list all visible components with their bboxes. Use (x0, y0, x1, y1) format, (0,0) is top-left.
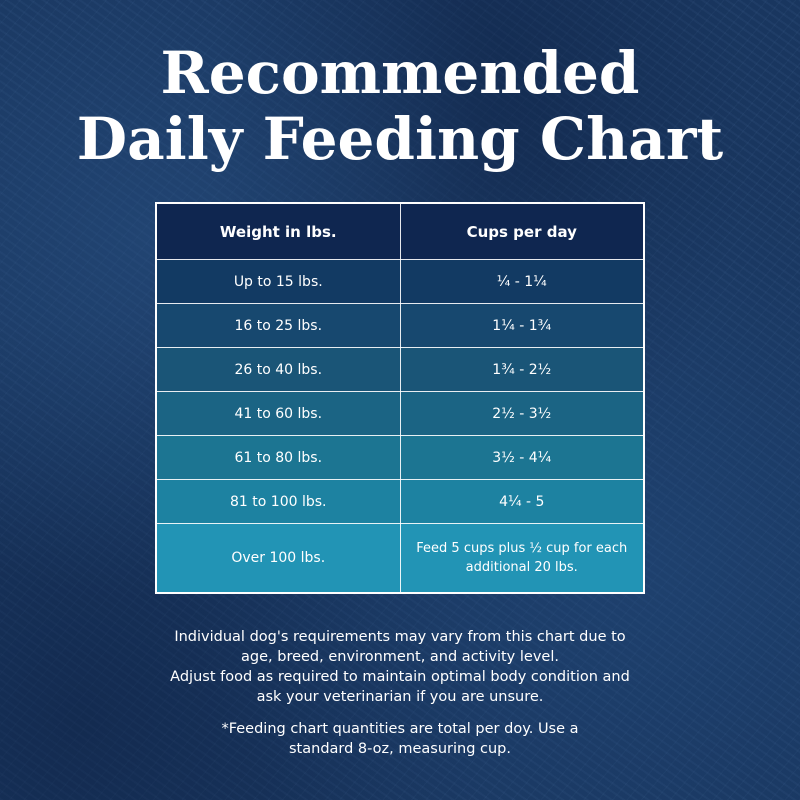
note-line: standard 8-oz, measuring cup. (289, 741, 511, 757)
weight-cell: Up to 15 lbs. (155, 259, 401, 304)
weight-cell: 26 to 40 lbs. (155, 347, 401, 392)
disclaimer-text: Individual dog's requirements may vary f… (0, 627, 800, 707)
weight-cell: 81 to 100 lbs. (155, 479, 401, 524)
title-line-1: Recommended (160, 39, 640, 107)
header-cups: Cups per day (399, 202, 645, 260)
weight-cell: 61 to 80 lbs. (155, 435, 401, 480)
disclaimer: Individual dog's requirements may vary f… (0, 627, 800, 759)
table-row: Over 100 lbs. Feed 5 cups plus ½ cup for… (155, 523, 645, 594)
table-row: Up to 15 lbs. ¼ - 1¼ (155, 259, 645, 304)
measurement-note: *Feeding chart quantities are total per … (0, 719, 800, 759)
disclaimer-line: Adjust food as required to maintain opti… (170, 669, 630, 685)
disclaimer-line: age, breed, environment, and activity le… (241, 649, 559, 665)
weight-cell: 16 to 25 lbs. (155, 303, 401, 348)
title-line-2: Daily Feeding Chart (76, 105, 724, 173)
cups-cell: 1¼ - 1¾ (399, 303, 645, 348)
table-row: 16 to 25 lbs. 1¼ - 1¾ (155, 303, 645, 348)
table-header-row: Weight in lbs. Cups per day (155, 202, 645, 260)
note-line: *Feeding chart quantities are total per … (221, 721, 579, 737)
page-title: Recommended Daily Feeding Chart (0, 40, 800, 172)
cups-cell: Feed 5 cups plus ½ cup for each addition… (399, 523, 645, 594)
disclaimer-line: Individual dog's requirements may vary f… (174, 629, 626, 645)
cups-cell: 2½ - 3½ (399, 391, 645, 436)
cups-cell: 1¾ - 2½ (399, 347, 645, 392)
cups-cell: 4¼ - 5 (399, 479, 645, 524)
cups-cell: ¼ - 1¼ (399, 259, 645, 304)
disclaimer-line: ask your veterinarian if you are unsure. (256, 689, 544, 705)
header-weight: Weight in lbs. (155, 202, 401, 260)
table-row: 81 to 100 lbs. 4¼ - 5 (155, 479, 645, 524)
weight-cell: Over 100 lbs. (155, 523, 401, 594)
table-row: 26 to 40 lbs. 1¾ - 2½ (155, 347, 645, 392)
table-row: 61 to 80 lbs. 3½ - 4¼ (155, 435, 645, 480)
table-row: 41 to 60 lbs. 2½ - 3½ (155, 391, 645, 436)
cups-cell: 3½ - 4¼ (399, 435, 645, 480)
feeding-table: Weight in lbs. Cups per day Up to 15 lbs… (155, 202, 645, 594)
weight-cell: 41 to 60 lbs. (155, 391, 401, 436)
